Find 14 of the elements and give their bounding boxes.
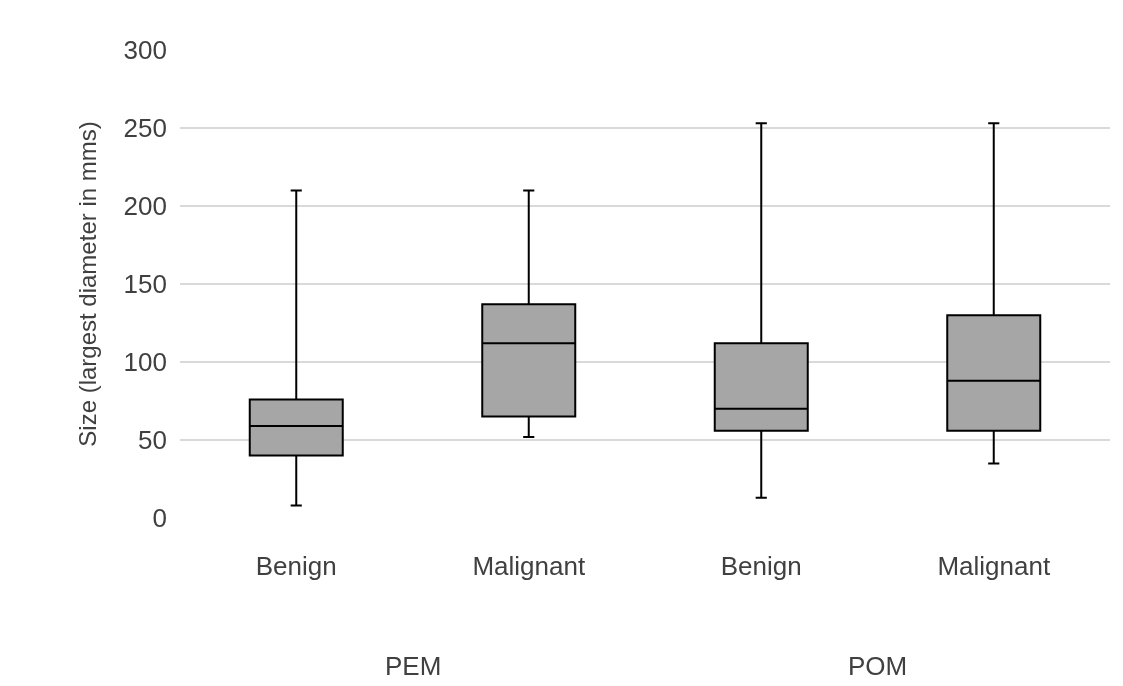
y-axis-title: Size (largest diameter in mms): [73, 121, 101, 447]
y-tick-label: 300: [123, 35, 167, 66]
text: POM: [848, 651, 908, 681]
y-tick-label: 200: [123, 191, 167, 222]
text: PEM: [385, 651, 442, 681]
x-tick-label: Benign: [720, 551, 802, 581]
y-tick-label: 150: [123, 269, 167, 300]
x-tick-label: Malignant: [937, 551, 1051, 581]
y-tick-label: 100: [123, 347, 167, 378]
y-tick-label: 250: [123, 113, 167, 144]
y-tick-label: 0: [152, 503, 167, 534]
x-tick-label: Malignant: [472, 551, 586, 581]
y-tick-label: 50: [138, 425, 167, 456]
x-tick-label: Benign: [255, 551, 337, 581]
